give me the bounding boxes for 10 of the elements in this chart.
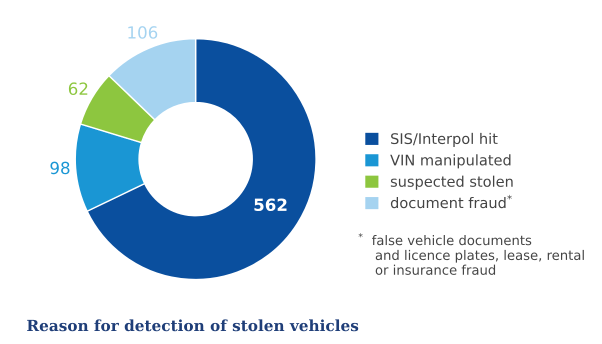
text: Reason for detection of stolen vehicles xyxy=(27,319,358,332)
text: $^{*}$ false vehicle documents and licence plates, lease, rental or insurance fraud xyxy=(358,233,584,275)
legend-label: VIN manipulated xyxy=(390,154,510,168)
data-label: 98 xyxy=(50,162,70,174)
data-label: 106 xyxy=(128,26,158,39)
legend-label: suspected stolen xyxy=(390,176,513,190)
legend-label: document fraud$^{*}$ xyxy=(390,194,512,208)
data-label: 562 xyxy=(254,198,286,212)
data-label: 62 xyxy=(68,82,88,96)
legend-label: SIS/Interpol hit xyxy=(391,132,498,147)
